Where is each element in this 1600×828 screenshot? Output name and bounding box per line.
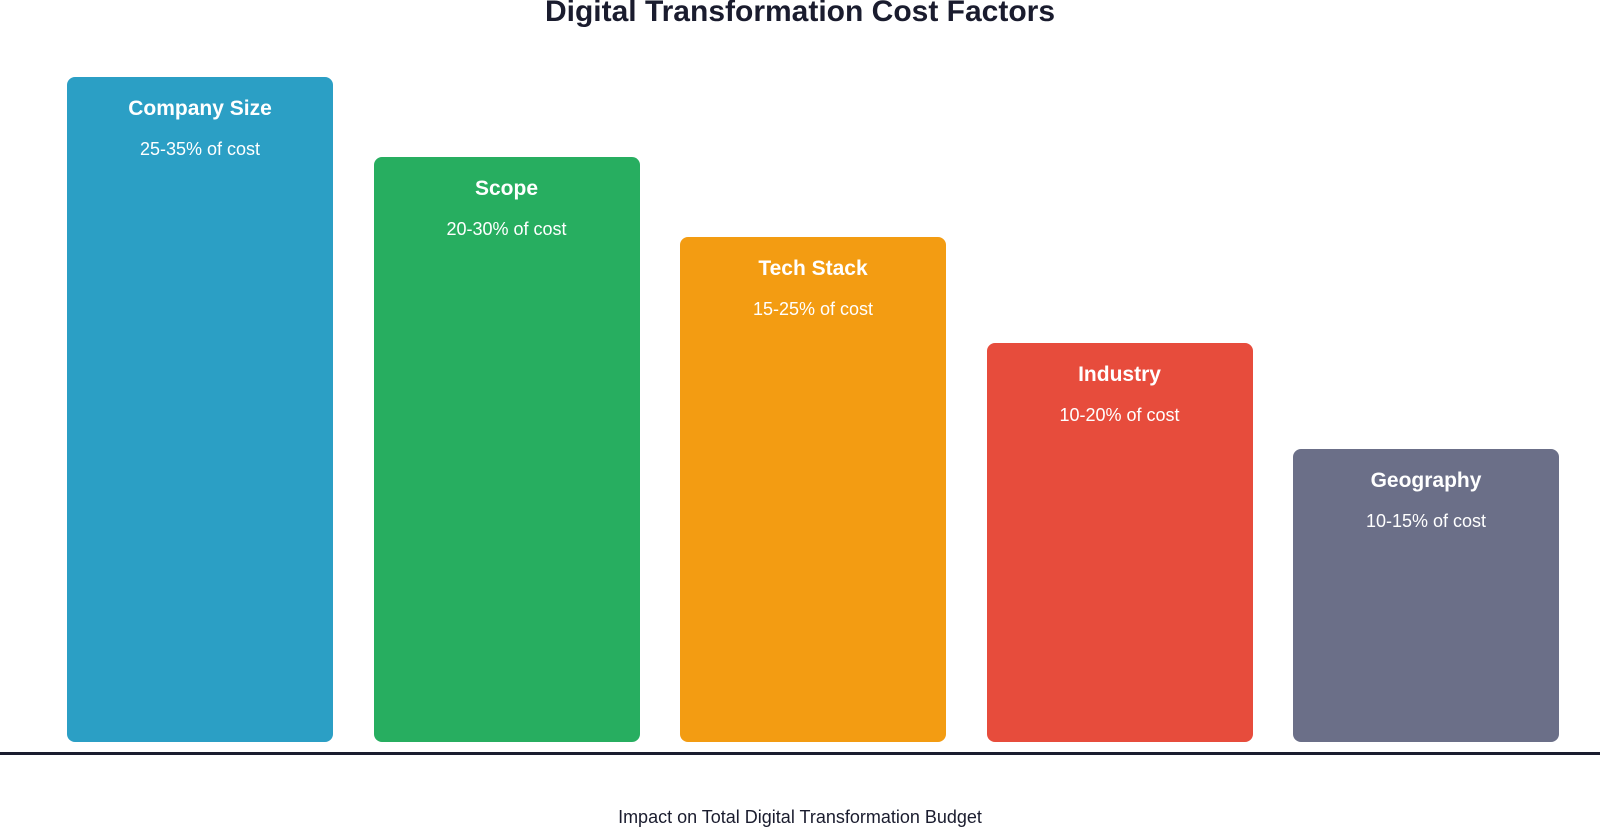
bar-category-label: Tech Stack — [758, 256, 868, 280]
bar-category-label: Scope — [474, 176, 539, 200]
bar-value-label: 25-35% of cost — [139, 139, 261, 159]
bar-industry: Industry 10-20% of cost — [986, 343, 1253, 742]
bar-category-label: Industry — [1078, 363, 1161, 386]
bar-value-label: 15-25% of cost — [752, 298, 874, 319]
bar-category-label: Geography — [1370, 469, 1482, 493]
bar-value-label: 10-20% of cost — [1059, 405, 1180, 425]
bar-category-label: Company Size — [128, 97, 272, 120]
chart-title: Digital Transformation Cost Factors — [544, 0, 1056, 28]
bar-geography: Geography 10-15% of cost — [1293, 449, 1559, 742]
bar-value-label: 10-15% of cost — [1365, 511, 1487, 532]
bar-scope: Scope 20-30% of cost — [373, 156, 640, 742]
x-axis-label: Impact on Total Digital Transformation B… — [618, 807, 982, 827]
bar-value-label: 20-30% of cost — [446, 218, 567, 239]
bar-tech-stack: Tech Stack 15-25% of cost — [680, 236, 946, 742]
bar-company-size: Company Size 25-35% of cost — [67, 77, 333, 742]
x-axis-line — [0, 752, 1600, 755]
